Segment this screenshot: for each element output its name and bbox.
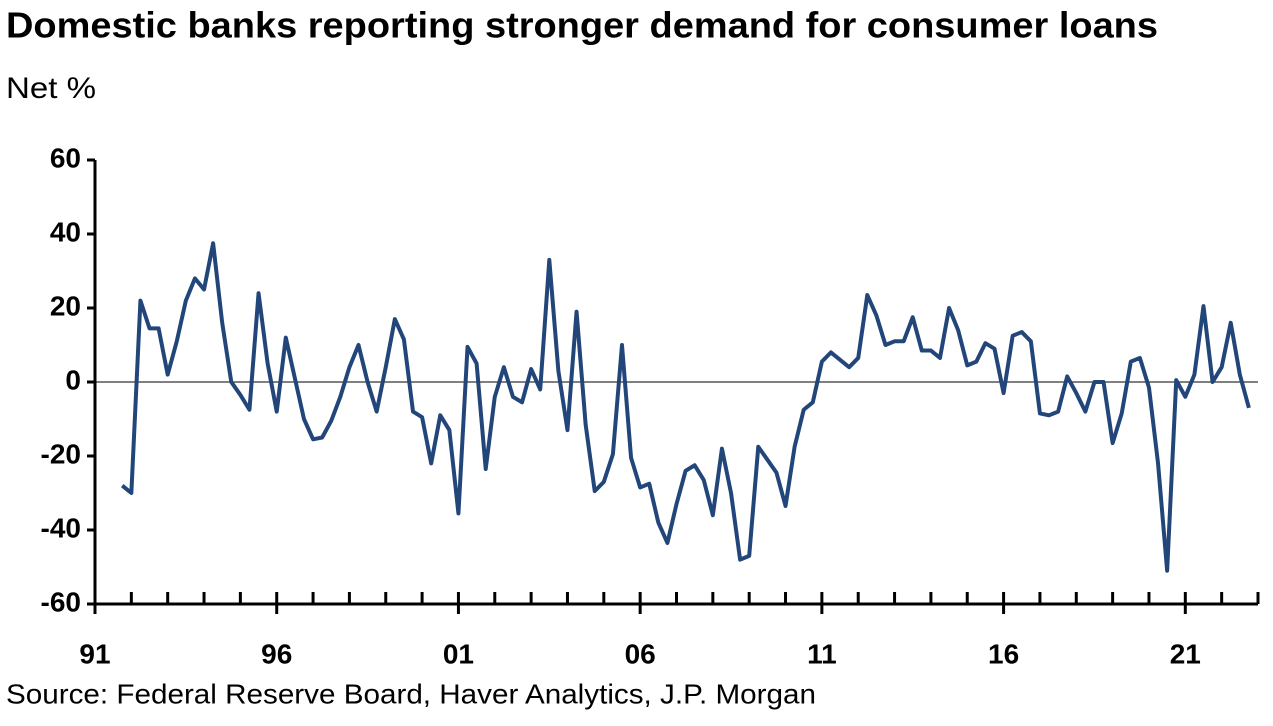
x-tick-label: 16 bbox=[988, 638, 1019, 669]
subtitle: Net % bbox=[6, 72, 96, 105]
y-tick-label: 40 bbox=[50, 216, 81, 247]
x-tick-label: 21 bbox=[1170, 638, 1201, 669]
chart-title: Domestic banks reporting stronger demand… bbox=[6, 5, 1158, 46]
x-tick-label: 91 bbox=[79, 638, 110, 669]
x-tick-label: 01 bbox=[443, 638, 474, 669]
y-tick-label: 0 bbox=[65, 364, 81, 395]
source: Source: Federal Reserve Board, Haver Ana… bbox=[6, 678, 816, 709]
y-tick-label: 20 bbox=[50, 290, 81, 321]
line bbox=[120, 241, 1251, 573]
y-tick-label: -40 bbox=[41, 512, 81, 543]
x-tick-label: 96 bbox=[261, 638, 292, 669]
y-tick-label: 60 bbox=[50, 142, 81, 173]
x-tick-label: 11 bbox=[807, 638, 837, 669]
y-tick-label: -20 bbox=[41, 438, 81, 469]
x-tick-label: 06 bbox=[625, 638, 656, 669]
y-tick-label: -60 bbox=[41, 586, 81, 617]
